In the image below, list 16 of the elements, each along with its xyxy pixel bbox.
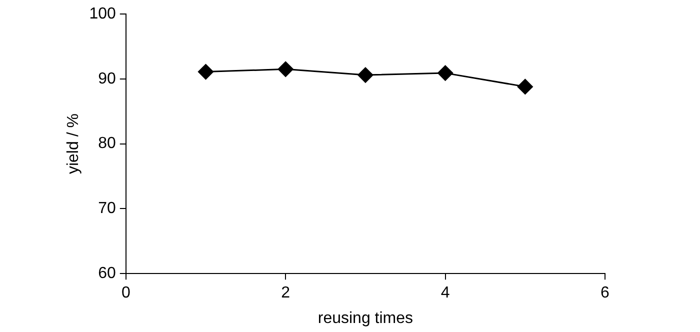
point	[517, 78, 533, 94]
x-tick-label: 0	[121, 284, 130, 302]
point	[278, 61, 294, 77]
y-tick-label: 70	[98, 200, 116, 218]
point	[358, 67, 374, 83]
y-axis-title: yield / %	[65, 114, 82, 174]
y-tick-label: 80	[98, 135, 116, 152]
y-tick-label: 90	[98, 70, 116, 88]
y-tick-label: 100	[89, 5, 116, 22]
x-tick-label: 2	[281, 284, 290, 302]
x-tick-label: 4	[440, 284, 450, 302]
x-tick-label: 6	[600, 284, 610, 302]
y-tick-label: 60	[98, 265, 116, 282]
x-axis-title: reusing times	[318, 310, 414, 327]
point	[438, 65, 454, 81]
point	[198, 64, 214, 80]
